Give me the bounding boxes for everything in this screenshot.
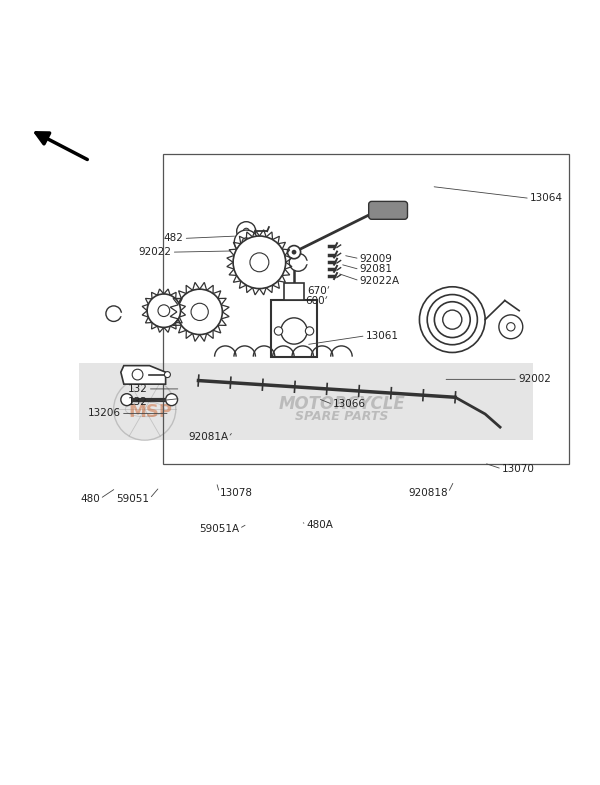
Circle shape	[443, 310, 462, 329]
Circle shape	[236, 221, 256, 241]
Text: 132: 132	[128, 397, 148, 407]
Text: 13206: 13206	[88, 408, 121, 418]
Circle shape	[242, 238, 250, 246]
Circle shape	[281, 318, 307, 344]
Text: 480A: 480A	[306, 520, 333, 530]
Text: 13070: 13070	[502, 464, 535, 474]
Bar	[271, 300, 317, 356]
Circle shape	[499, 315, 523, 339]
Text: 132: 132	[128, 384, 148, 394]
Text: 482: 482	[164, 233, 184, 243]
Bar	[163, 154, 569, 464]
Bar	[79, 363, 533, 440]
Bar	[284, 283, 304, 300]
Circle shape	[164, 371, 170, 378]
Circle shape	[191, 303, 208, 320]
Text: 600: 600	[305, 296, 325, 306]
Circle shape	[305, 327, 314, 335]
Text: 59051A: 59051A	[199, 524, 239, 534]
Polygon shape	[121, 366, 166, 384]
Circle shape	[166, 394, 178, 406]
Circle shape	[177, 289, 223, 334]
Circle shape	[147, 294, 181, 327]
Text: 13064: 13064	[530, 193, 563, 203]
Text: 920818: 920818	[409, 487, 448, 498]
Text: MSP: MSP	[128, 403, 173, 421]
Text: MOTORCYCLE: MOTORCYCLE	[278, 396, 405, 414]
Text: 92022: 92022	[139, 247, 172, 257]
Text: 92002: 92002	[518, 374, 551, 385]
Circle shape	[132, 369, 143, 380]
Text: 670: 670	[307, 286, 327, 296]
Circle shape	[235, 230, 258, 254]
Circle shape	[233, 236, 286, 289]
Text: 13061: 13061	[365, 330, 398, 341]
Text: 13066: 13066	[333, 400, 366, 410]
Text: 59051: 59051	[116, 494, 149, 504]
Circle shape	[121, 394, 133, 406]
Text: 92081: 92081	[360, 265, 393, 275]
Text: 480: 480	[80, 494, 100, 504]
Text: SPARE PARTS: SPARE PARTS	[295, 410, 388, 423]
Circle shape	[106, 306, 121, 321]
Text: 92009: 92009	[360, 254, 392, 264]
Circle shape	[289, 254, 307, 272]
Text: 92081A: 92081A	[188, 433, 229, 442]
Circle shape	[292, 250, 296, 254]
Text: 92022A: 92022A	[360, 276, 400, 286]
Circle shape	[243, 228, 249, 234]
Circle shape	[158, 305, 170, 316]
Circle shape	[274, 327, 283, 335]
FancyBboxPatch shape	[368, 202, 407, 219]
Circle shape	[287, 246, 301, 259]
Text: 13078: 13078	[220, 487, 253, 498]
Circle shape	[250, 253, 269, 272]
Circle shape	[506, 323, 515, 331]
